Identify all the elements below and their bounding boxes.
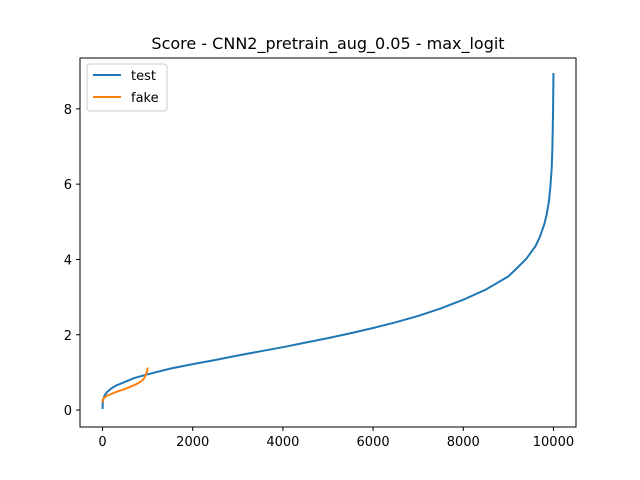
- chart-title: Score - CNN2_pretrain_aug_0.05 - max_log…: [151, 34, 504, 54]
- legend-label-test: test: [131, 69, 156, 84]
- x-tick-label: 0: [98, 435, 106, 450]
- y-tick-label: 4: [64, 253, 72, 268]
- legend-label-fake: fake: [131, 91, 159, 106]
- series-line-test: [101, 73, 555, 409]
- x-tick-label: 10000: [533, 435, 574, 450]
- y-tick-label: 8: [64, 103, 72, 118]
- plot-area-frame: [79, 57, 577, 428]
- x-axis-ticks: 0 2000 4000 6000 8000 10000: [98, 427, 574, 450]
- x-tick-label: 2000: [176, 435, 209, 450]
- plot-lines: [101, 73, 555, 409]
- y-tick-label: 2: [64, 329, 72, 344]
- x-tick-label: 4000: [266, 435, 299, 450]
- x-tick-label: 8000: [447, 435, 480, 450]
- x-tick-label: 6000: [357, 435, 390, 450]
- y-tick-label: 0: [64, 404, 72, 419]
- series-line-fake: [101, 367, 149, 403]
- y-tick-label: 6: [64, 178, 72, 193]
- legend: test fake: [86, 63, 168, 112]
- y-axis-ticks: 0 2 4 6 8: [64, 103, 80, 419]
